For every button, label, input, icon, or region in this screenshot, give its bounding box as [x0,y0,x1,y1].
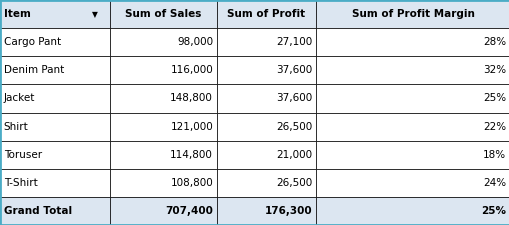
Text: Jacket: Jacket [4,93,35,104]
Text: 108,800: 108,800 [170,178,213,188]
Text: Grand Total: Grand Total [4,206,72,216]
Text: Sum of Profit Margin: Sum of Profit Margin [351,9,473,19]
Bar [316,112,509,141]
Bar [216,84,316,112]
Text: 18%: 18% [483,150,505,160]
Text: 37,600: 37,600 [276,93,312,104]
Bar [216,28,316,56]
Bar [0,28,109,56]
Bar [216,141,316,169]
Bar [0,169,109,197]
Bar [316,28,509,56]
Bar [216,197,316,225]
Text: 27,100: 27,100 [276,37,312,47]
Bar [316,197,509,225]
Text: 28%: 28% [483,37,505,47]
Text: 32%: 32% [483,65,505,75]
Bar [0,112,109,141]
Bar [316,56,509,84]
Text: 24%: 24% [483,178,505,188]
Bar [316,0,509,28]
Bar [109,141,216,169]
Text: 176,300: 176,300 [265,206,312,216]
Bar [0,141,109,169]
Bar [0,197,109,225]
Text: 121,000: 121,000 [170,122,213,132]
Text: 25%: 25% [480,206,505,216]
Text: T-Shirt: T-Shirt [4,178,37,188]
Bar [109,169,216,197]
Text: 26,500: 26,500 [276,122,312,132]
Bar [216,169,316,197]
Text: 22%: 22% [483,122,505,132]
Bar [316,141,509,169]
Bar [109,112,216,141]
Bar [316,169,509,197]
Text: Denim Pant: Denim Pant [4,65,64,75]
Bar [216,0,316,28]
Bar [216,112,316,141]
Bar [109,56,216,84]
Text: Shirt: Shirt [4,122,29,132]
Bar [0,56,109,84]
Text: Sum of Sales: Sum of Sales [125,9,201,19]
Text: 114,800: 114,800 [170,150,213,160]
Bar [0,0,109,28]
Text: 707,400: 707,400 [165,206,213,216]
Text: 21,000: 21,000 [276,150,312,160]
Bar [109,84,216,112]
Bar [109,28,216,56]
Text: 148,800: 148,800 [170,93,213,104]
Text: Item: Item [4,9,31,19]
Bar [109,197,216,225]
Text: 116,000: 116,000 [170,65,213,75]
Bar [316,84,509,112]
Bar [109,0,216,28]
Text: Toruser: Toruser [4,150,42,160]
Text: 26,500: 26,500 [276,178,312,188]
Bar [216,56,316,84]
Text: Sum of Profit: Sum of Profit [227,9,305,19]
Bar [0,84,109,112]
Text: Cargo Pant: Cargo Pant [4,37,61,47]
Text: ▼: ▼ [92,9,98,19]
Text: 25%: 25% [483,93,505,104]
Text: 37,600: 37,600 [276,65,312,75]
Text: 98,000: 98,000 [177,37,213,47]
